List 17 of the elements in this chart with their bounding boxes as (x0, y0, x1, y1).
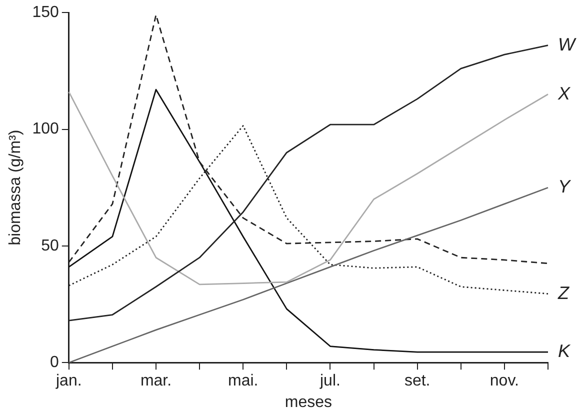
series-label: Z (557, 282, 570, 303)
x-axis-title: meses (284, 394, 332, 411)
x-tick-label: set. (404, 372, 430, 390)
series-label: W (558, 34, 577, 54)
x-tick-label: mar. (140, 372, 172, 390)
series-label: X (557, 83, 571, 104)
x-tick-label: nov. (490, 372, 519, 390)
y-tick-label: 50 (41, 237, 59, 254)
series-label: Y (558, 176, 572, 197)
y-tick-label: 0 (50, 354, 59, 372)
y-tick-label: 150 (32, 4, 59, 22)
x-tick-label: jul. (319, 372, 340, 390)
x-tick-label: mai. (228, 372, 258, 390)
series-label: K (558, 341, 571, 362)
y-axis-title: biomassa (g/m³) (7, 130, 24, 246)
x-tick-label: jan. (54, 372, 82, 390)
y-tick-label: 100 (32, 120, 59, 138)
